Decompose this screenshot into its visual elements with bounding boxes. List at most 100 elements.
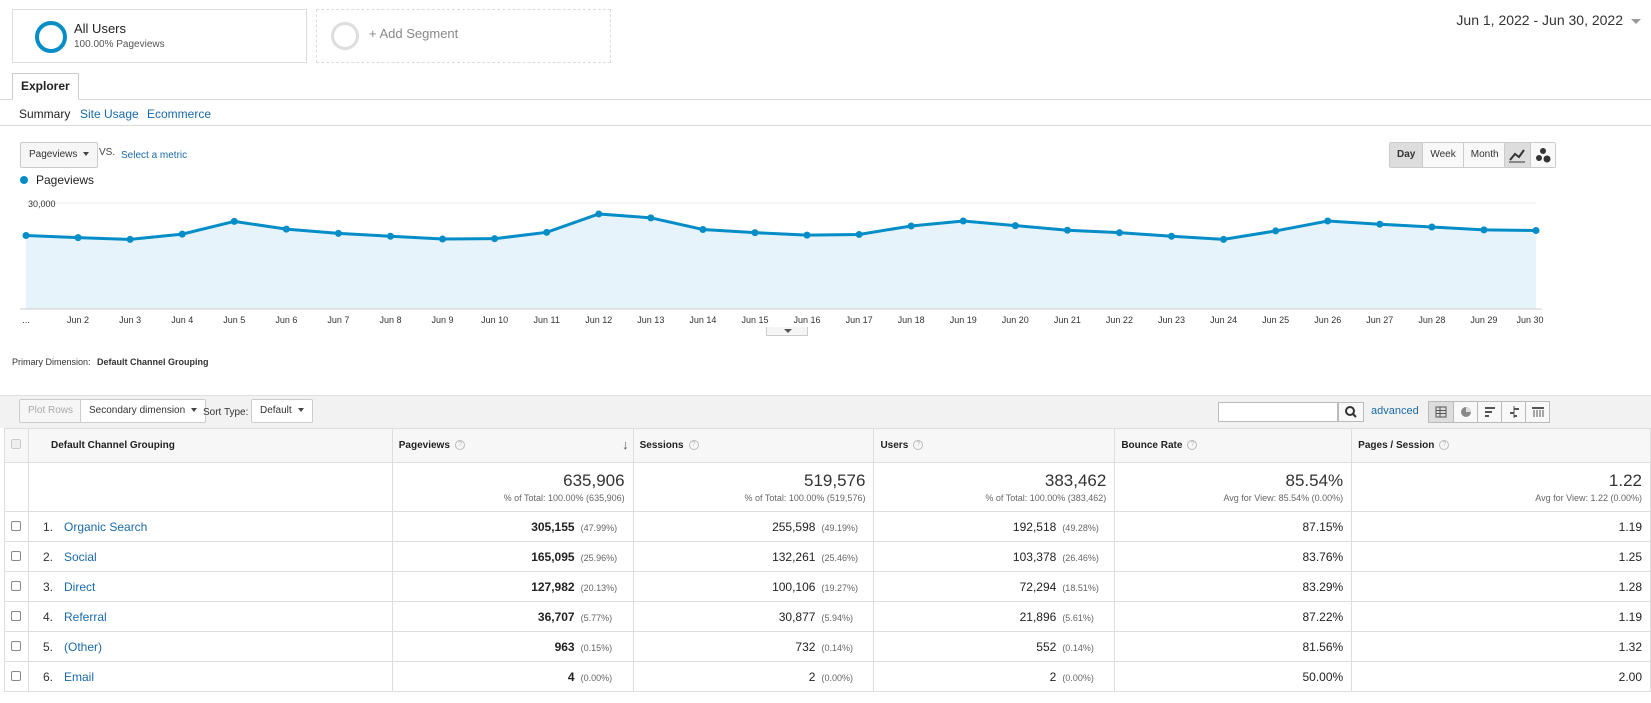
pie-view-button[interactable] <box>1453 402 1477 422</box>
users-percent: (18.51%) <box>1062 582 1099 593</box>
row-checkbox[interactable] <box>11 520 22 531</box>
pageviews-percent: (0.15%) <box>580 642 613 653</box>
users-cell: 192,518 (49.28%) <box>873 511 1116 542</box>
row-checkbox[interactable] <box>11 550 22 561</box>
help-icon: ? <box>1439 440 1450 451</box>
x-tick-label: Jun 14 <box>689 315 716 325</box>
header-users-label: Users <box>880 440 909 451</box>
sessions-cell: 30,877 (5.94%) <box>632 601 875 632</box>
header-sessions-label: Sessions <box>639 440 684 451</box>
primary-dimension-bar: Primary Dimension: Default Channel Group… <box>12 357 209 367</box>
header-pages-per-session[interactable]: Pages / Session? <box>1351 428 1651 463</box>
row-index: 4. <box>42 609 53 624</box>
pageviews-value: 127,982 <box>531 579 575 594</box>
channel-link[interactable]: Social <box>63 549 97 564</box>
chart-resize-handle[interactable] <box>766 327 808 336</box>
search-button[interactable] <box>1338 402 1364 422</box>
header-bounce-rate[interactable]: Bounce Rate? <box>1114 428 1353 463</box>
data-point <box>959 217 967 225</box>
channel-link[interactable]: Referral <box>63 609 107 624</box>
header-sessions[interactable]: Sessions? <box>632 428 875 463</box>
channel-cell: 5. (Other) <box>27 631 393 662</box>
metric-selector[interactable]: Pageviews <box>20 142 99 168</box>
sessions-value: 132,261 <box>772 549 816 564</box>
data-table-view-button[interactable] <box>1429 402 1453 422</box>
sessions-percent: (25.46%) <box>821 552 858 563</box>
help-icon: ? <box>913 440 924 451</box>
month-button[interactable]: Month <box>1462 143 1506 167</box>
subtab-site-usage[interactable]: Site Usage <box>80 107 139 121</box>
total-pages-per-session: 1.22 Avg for View: 1.22 (0.00%) <box>1351 462 1651 512</box>
header-users[interactable]: Users? <box>873 428 1116 463</box>
primary-dimension-value[interactable]: Default Channel Grouping <box>97 357 209 367</box>
plot-rows-button[interactable]: Plot Rows <box>19 399 83 423</box>
users-percent: (5.61%) <box>1062 612 1094 623</box>
row-checkbox[interactable] <box>11 670 22 681</box>
motion-chart-button[interactable] <box>1530 143 1555 167</box>
channel-link[interactable]: Direct <box>63 579 96 594</box>
select-metric-link[interactable]: Select a metric <box>121 150 188 161</box>
users-value: 192,518 <box>1012 519 1057 534</box>
row-checkbox[interactable] <box>11 580 22 591</box>
add-segment-button[interactable]: + Add Segment <box>316 9 611 63</box>
segment-ring-icon <box>35 21 67 53</box>
pages-per-session-value: 1.19 <box>1618 609 1642 624</box>
chevron-down-icon <box>297 408 304 413</box>
sort-arrow-icon: ↓ <box>622 437 629 452</box>
comparison-view-button[interactable] <box>1501 402 1525 422</box>
week-button[interactable]: Week <box>1422 143 1463 167</box>
pageviews-percent: (0.00%) <box>580 672 613 683</box>
segment-all-users[interactable]: All Users 100.00% Pageviews <box>12 9 307 63</box>
pageviews-value: 963 <box>554 639 575 654</box>
header-pageviews[interactable]: Pageviews? ↓ <box>391 428 634 463</box>
pages-per-session-cell: 1.19 <box>1351 511 1651 542</box>
tab-explorer[interactable]: Explorer <box>12 73 79 100</box>
data-point <box>543 228 551 236</box>
select-all-checkbox[interactable] <box>11 439 22 449</box>
bar-chart-icon <box>1485 407 1495 417</box>
bounce-rate-value: 83.29% <box>1302 579 1344 594</box>
header-channel-label: Default Channel Grouping <box>50 440 175 451</box>
subtab-ecommerce[interactable]: Ecommerce <box>147 107 212 121</box>
segment-subtitle: 100.00% Pageviews <box>74 39 165 50</box>
granularity-toggle: Day Week Month <box>1389 142 1507 168</box>
row-checkbox[interactable] <box>11 640 22 651</box>
line-chart-button[interactable] <box>1505 143 1530 167</box>
row-checkbox-cell <box>4 541 29 572</box>
sessions-percent: (19.27%) <box>821 582 858 593</box>
x-tick-label: Jun 3 <box>119 315 141 325</box>
sessions-percent: (49.19%) <box>821 522 858 533</box>
bounce-rate-value: 50.00% <box>1302 669 1344 684</box>
total-pageviews: 635,906 % of Total: 100.00% (635,906) <box>391 462 634 512</box>
pageviews-cell: 36,707 (5.77%) <box>391 601 634 632</box>
bounce-rate-value: 81.56% <box>1302 639 1344 654</box>
x-tick-label: Jun 24 <box>1210 315 1237 325</box>
header-channel[interactable]: Default Channel Grouping <box>27 428 393 463</box>
channel-link[interactable]: (Other) <box>63 639 102 654</box>
data-point <box>595 210 603 218</box>
header-checkbox-cell <box>4 428 29 463</box>
data-point <box>1168 232 1176 240</box>
date-range-picker[interactable]: Jun 1, 2022 - Jun 30, 2022 <box>1456 12 1641 28</box>
totals-row: 635,906 % of Total: 100.00% (635,906) 519… <box>4 462 1651 512</box>
total-users: 383,462 % of Total: 100.00% (383,462) <box>873 462 1116 512</box>
channel-link[interactable]: Organic Search <box>63 519 148 534</box>
performance-view-button[interactable] <box>1477 402 1501 422</box>
channel-link[interactable]: Email <box>63 669 94 684</box>
data-point <box>1063 226 1071 234</box>
pageviews-value: 165,095 <box>531 549 575 564</box>
sort-type-dropdown[interactable]: Default <box>251 399 313 423</box>
table-search-input[interactable] <box>1218 402 1338 422</box>
table-row: 1. Organic Search 305,155 (47.99%) 255,598 (4… <box>4 511 1651 542</box>
advanced-filter-link[interactable]: advanced <box>1371 405 1419 417</box>
legend-label-pageviews: Pageviews <box>36 173 95 187</box>
users-cell: 552 (0.14%) <box>873 631 1116 662</box>
data-point <box>751 229 759 237</box>
bounce-rate-cell: 50.00% <box>1114 661 1353 692</box>
secondary-dimension-dropdown[interactable]: Secondary dimension <box>80 399 207 423</box>
subtab-summary[interactable]: Summary <box>19 107 71 121</box>
day-button[interactable]: Day <box>1390 143 1423 167</box>
pages-per-session-cell: 1.32 <box>1351 631 1651 662</box>
pivot-view-button[interactable] <box>1525 402 1549 422</box>
row-checkbox[interactable] <box>11 610 22 621</box>
